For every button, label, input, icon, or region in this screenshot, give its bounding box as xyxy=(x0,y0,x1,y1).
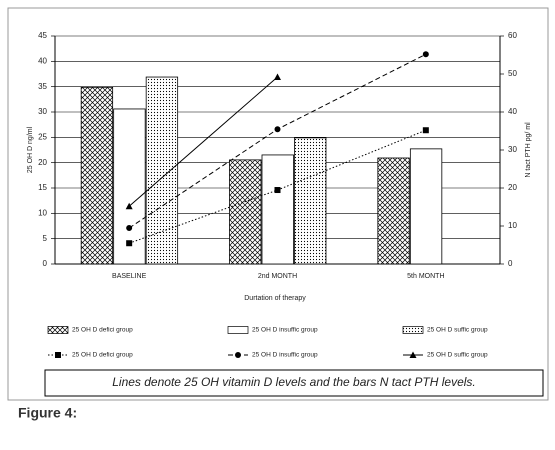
y-tick-label: 30 xyxy=(38,107,47,116)
legend-swatch xyxy=(47,326,69,334)
bar xyxy=(113,108,146,265)
caption: Lines denote 25 OH vitamin D levels and … xyxy=(112,375,476,389)
bar xyxy=(261,154,294,265)
y2-axis-title: N tact PTH pg/ ml xyxy=(525,122,532,178)
y2-tick-label: 10 xyxy=(508,221,517,230)
legend-marker xyxy=(55,352,61,358)
bar xyxy=(80,86,114,265)
y2-tick-label: 60 xyxy=(508,31,517,40)
y-axis-title: 25 OH D ng/ml xyxy=(27,126,34,173)
y-tick-label: 5 xyxy=(43,234,48,243)
x-tick-label: 5th MONTH xyxy=(407,273,444,280)
legend-marker xyxy=(409,351,417,358)
y2-tick-label: 0 xyxy=(508,259,513,268)
y2-tick-label: 20 xyxy=(508,183,517,192)
legend-label: 25 OH D defici group xyxy=(72,327,133,334)
bar xyxy=(229,159,262,265)
legend-marker xyxy=(235,352,241,358)
y-tick-label: 25 xyxy=(38,132,47,141)
marker xyxy=(422,51,429,58)
y-tick-label: 0 xyxy=(43,259,48,268)
caption-box xyxy=(44,369,544,397)
line xyxy=(128,76,278,207)
x-tick-label: 2nd MONTH xyxy=(258,273,297,280)
x-tick-label: BASELINE xyxy=(112,273,147,280)
y-tick-label: 15 xyxy=(38,183,47,192)
legend-label: 25 OH D insuffic group xyxy=(252,327,318,334)
bar xyxy=(294,137,327,265)
y-tick-label: 20 xyxy=(38,158,47,167)
x-axis-title: Durtation of therapy xyxy=(244,295,306,302)
y2-tick-label: 50 xyxy=(508,69,517,78)
legend-label: 25 OH D suffic group xyxy=(427,327,488,334)
marker xyxy=(126,240,133,247)
legend-label: 25 OH D insuffic group xyxy=(252,352,318,359)
y2-tick-label: 40 xyxy=(508,107,517,116)
figure-label: Figure 4: xyxy=(18,405,77,421)
y-tick-label: 45 xyxy=(38,31,47,40)
y-tick-label: 35 xyxy=(38,82,47,91)
marker xyxy=(422,127,429,134)
y2-tick-label: 30 xyxy=(508,145,517,154)
y-tick-label: 10 xyxy=(38,208,47,217)
bar xyxy=(409,148,443,265)
legend-swatch xyxy=(227,326,249,334)
legend-label: 25 OH D suffic group xyxy=(427,352,488,359)
frame xyxy=(7,7,549,401)
marker xyxy=(126,225,133,232)
marker xyxy=(274,73,281,81)
y-tick-label: 40 xyxy=(38,56,47,65)
marker xyxy=(125,202,133,210)
legend-swatch xyxy=(402,326,424,334)
legend-label: 25 OH D defici group xyxy=(72,352,133,359)
bar xyxy=(377,157,410,265)
marker xyxy=(274,187,281,194)
marker xyxy=(274,126,281,133)
bar xyxy=(145,76,179,265)
